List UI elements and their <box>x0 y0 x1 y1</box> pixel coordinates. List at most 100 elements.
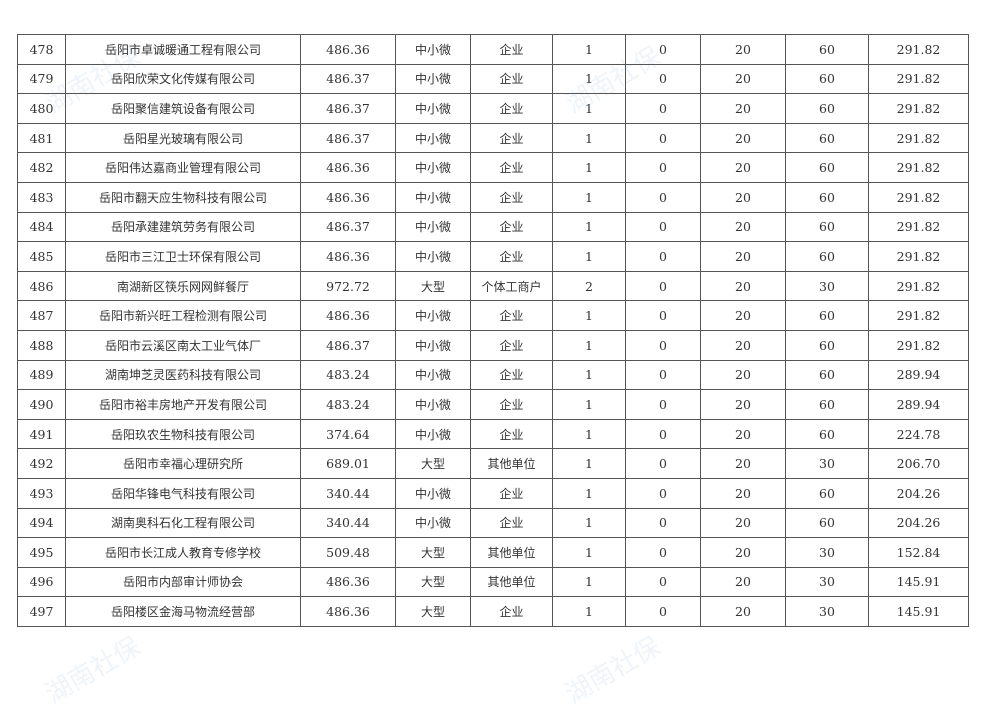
amount: 486.36 <box>300 596 396 627</box>
count: 1 <box>552 537 626 568</box>
percentage: 60 <box>785 418 869 450</box>
refund-amount: 291.82 <box>868 93 969 124</box>
count: 1 <box>552 181 626 213</box>
count: 1 <box>552 359 626 391</box>
table-row: 480 岳阳聚信建筑设备有限公司 486.37 中小微 企业 1 0 20 60 291.82 <box>17 93 969 124</box>
col-twenty: 20 <box>700 152 786 183</box>
unit-type: 企业 <box>470 477 553 509</box>
percentage: 60 <box>785 211 869 243</box>
col-zero: 0 <box>625 270 701 302</box>
unit-type: 企业 <box>470 329 553 361</box>
enterprise-size: 中小微 <box>395 211 471 243</box>
table-row: 488 岳阳市云溪区南太工业气体厂 486.37 中小微 企业 1 0 20 60 291.82 <box>17 329 969 361</box>
row-index: 489 <box>17 359 66 391</box>
count: 1 <box>552 507 626 539</box>
col-zero: 0 <box>625 211 701 243</box>
row-index: 487 <box>17 300 66 331</box>
count: 2 <box>552 270 626 302</box>
table-row: 494 湖南奥科石化工程有限公司 340.44 中小微 企业 1 0 20 60 204.26 <box>17 507 969 539</box>
percentage: 60 <box>785 359 869 391</box>
table-row: 479 岳阳欣荣文化传媒有限公司 486.37 中小微 企业 1 0 20 60 291.82 <box>17 63 969 95</box>
amount: 486.36 <box>300 181 396 213</box>
row-index: 486 <box>17 270 66 302</box>
row-index: 492 <box>17 448 66 479</box>
count: 1 <box>552 389 626 420</box>
enterprise-size: 中小微 <box>395 93 471 124</box>
percentage: 60 <box>785 122 869 154</box>
amount: 340.44 <box>300 507 396 539</box>
enterprise-size: 中小微 <box>395 477 471 509</box>
percentage: 60 <box>785 93 869 124</box>
enterprise-size: 中小微 <box>395 63 471 95</box>
table-row: 493 岳阳华锋电气科技有限公司 340.44 中小微 企业 1 0 20 60 204.26 <box>17 477 969 509</box>
table-row: 485 岳阳市三江卫士环保有限公司 486.36 中小微 企业 1 0 20 60 291.82 <box>17 241 969 272</box>
amount: 483.24 <box>300 389 396 420</box>
company-name: 湖南坤芝灵医药科技有限公司 <box>65 359 301 391</box>
col-twenty: 20 <box>700 389 786 420</box>
enterprise-size: 中小微 <box>395 359 471 391</box>
table-row: 482 岳阳伟达嘉商业管理有限公司 486.36 中小微 企业 1 0 20 60 291.82 <box>17 152 969 183</box>
col-zero: 0 <box>625 418 701 450</box>
percentage: 60 <box>785 389 869 420</box>
count: 1 <box>552 241 626 272</box>
col-twenty: 20 <box>700 448 786 479</box>
percentage: 60 <box>785 477 869 509</box>
row-index: 485 <box>17 241 66 272</box>
watermark: 湖南社保 <box>560 631 666 710</box>
count: 1 <box>552 122 626 154</box>
row-index: 479 <box>17 63 66 95</box>
percentage: 60 <box>785 329 869 361</box>
count: 1 <box>552 211 626 243</box>
company-name: 岳阳市卓诚暖通工程有限公司 <box>65 34 301 65</box>
col-zero: 0 <box>625 152 701 183</box>
watermark: 湖南社保 <box>40 631 146 710</box>
refund-amount: 152.84 <box>868 537 969 568</box>
table-row: 497 岳阳楼区金海马物流经营部 486.36 大型 企业 1 0 20 30 145.91 <box>17 596 969 627</box>
col-zero: 0 <box>625 329 701 361</box>
refund-amount: 291.82 <box>868 181 969 213</box>
enterprise-size: 中小微 <box>395 181 471 213</box>
row-index: 482 <box>17 152 66 183</box>
amount: 374.64 <box>300 418 396 450</box>
percentage: 30 <box>785 596 869 627</box>
refund-amount: 206.70 <box>868 448 969 479</box>
col-twenty: 20 <box>700 270 786 302</box>
amount: 509.48 <box>300 537 396 568</box>
table-row: 484 岳阳承建建筑劳务有限公司 486.37 中小微 企业 1 0 20 60 291.82 <box>17 211 969 243</box>
col-twenty: 20 <box>700 329 786 361</box>
amount: 486.36 <box>300 152 396 183</box>
company-name: 岳阳市新兴旺工程检测有限公司 <box>65 300 301 331</box>
enterprise-size: 中小微 <box>395 241 471 272</box>
row-index: 478 <box>17 34 66 65</box>
row-index: 491 <box>17 418 66 450</box>
company-name: 岳阳华锋电气科技有限公司 <box>65 477 301 509</box>
unit-type: 企业 <box>470 300 553 331</box>
enterprise-size: 大型 <box>395 270 471 302</box>
refund-amount: 204.26 <box>868 507 969 539</box>
count: 1 <box>552 448 626 479</box>
company-name: 岳阳星光玻璃有限公司 <box>65 122 301 154</box>
company-name: 岳阳承建建筑劳务有限公司 <box>65 211 301 243</box>
col-twenty: 20 <box>700 122 786 154</box>
refund-amount: 224.78 <box>868 418 969 450</box>
col-zero: 0 <box>625 537 701 568</box>
enterprise-size: 中小微 <box>395 34 471 65</box>
enterprise-size: 中小微 <box>395 507 471 539</box>
row-index: 495 <box>17 537 66 568</box>
col-zero: 0 <box>625 122 701 154</box>
amount: 340.44 <box>300 477 396 509</box>
col-zero: 0 <box>625 448 701 479</box>
col-twenty: 20 <box>700 211 786 243</box>
unit-type: 其他单位 <box>470 566 553 598</box>
company-name: 岳阳玖农生物科技有限公司 <box>65 418 301 450</box>
table-row: 478 岳阳市卓诚暖通工程有限公司 486.36 中小微 企业 1 0 20 60 291.82 <box>17 34 969 65</box>
enterprise-size: 大型 <box>395 566 471 598</box>
unit-type: 企业 <box>470 122 553 154</box>
company-name: 岳阳市内部审计师协会 <box>65 566 301 598</box>
unit-type: 个体工商户 <box>470 270 553 302</box>
col-zero: 0 <box>625 93 701 124</box>
unit-type: 其他单位 <box>470 448 553 479</box>
col-zero: 0 <box>625 507 701 539</box>
company-name: 湖南奥科石化工程有限公司 <box>65 507 301 539</box>
percentage: 60 <box>785 152 869 183</box>
